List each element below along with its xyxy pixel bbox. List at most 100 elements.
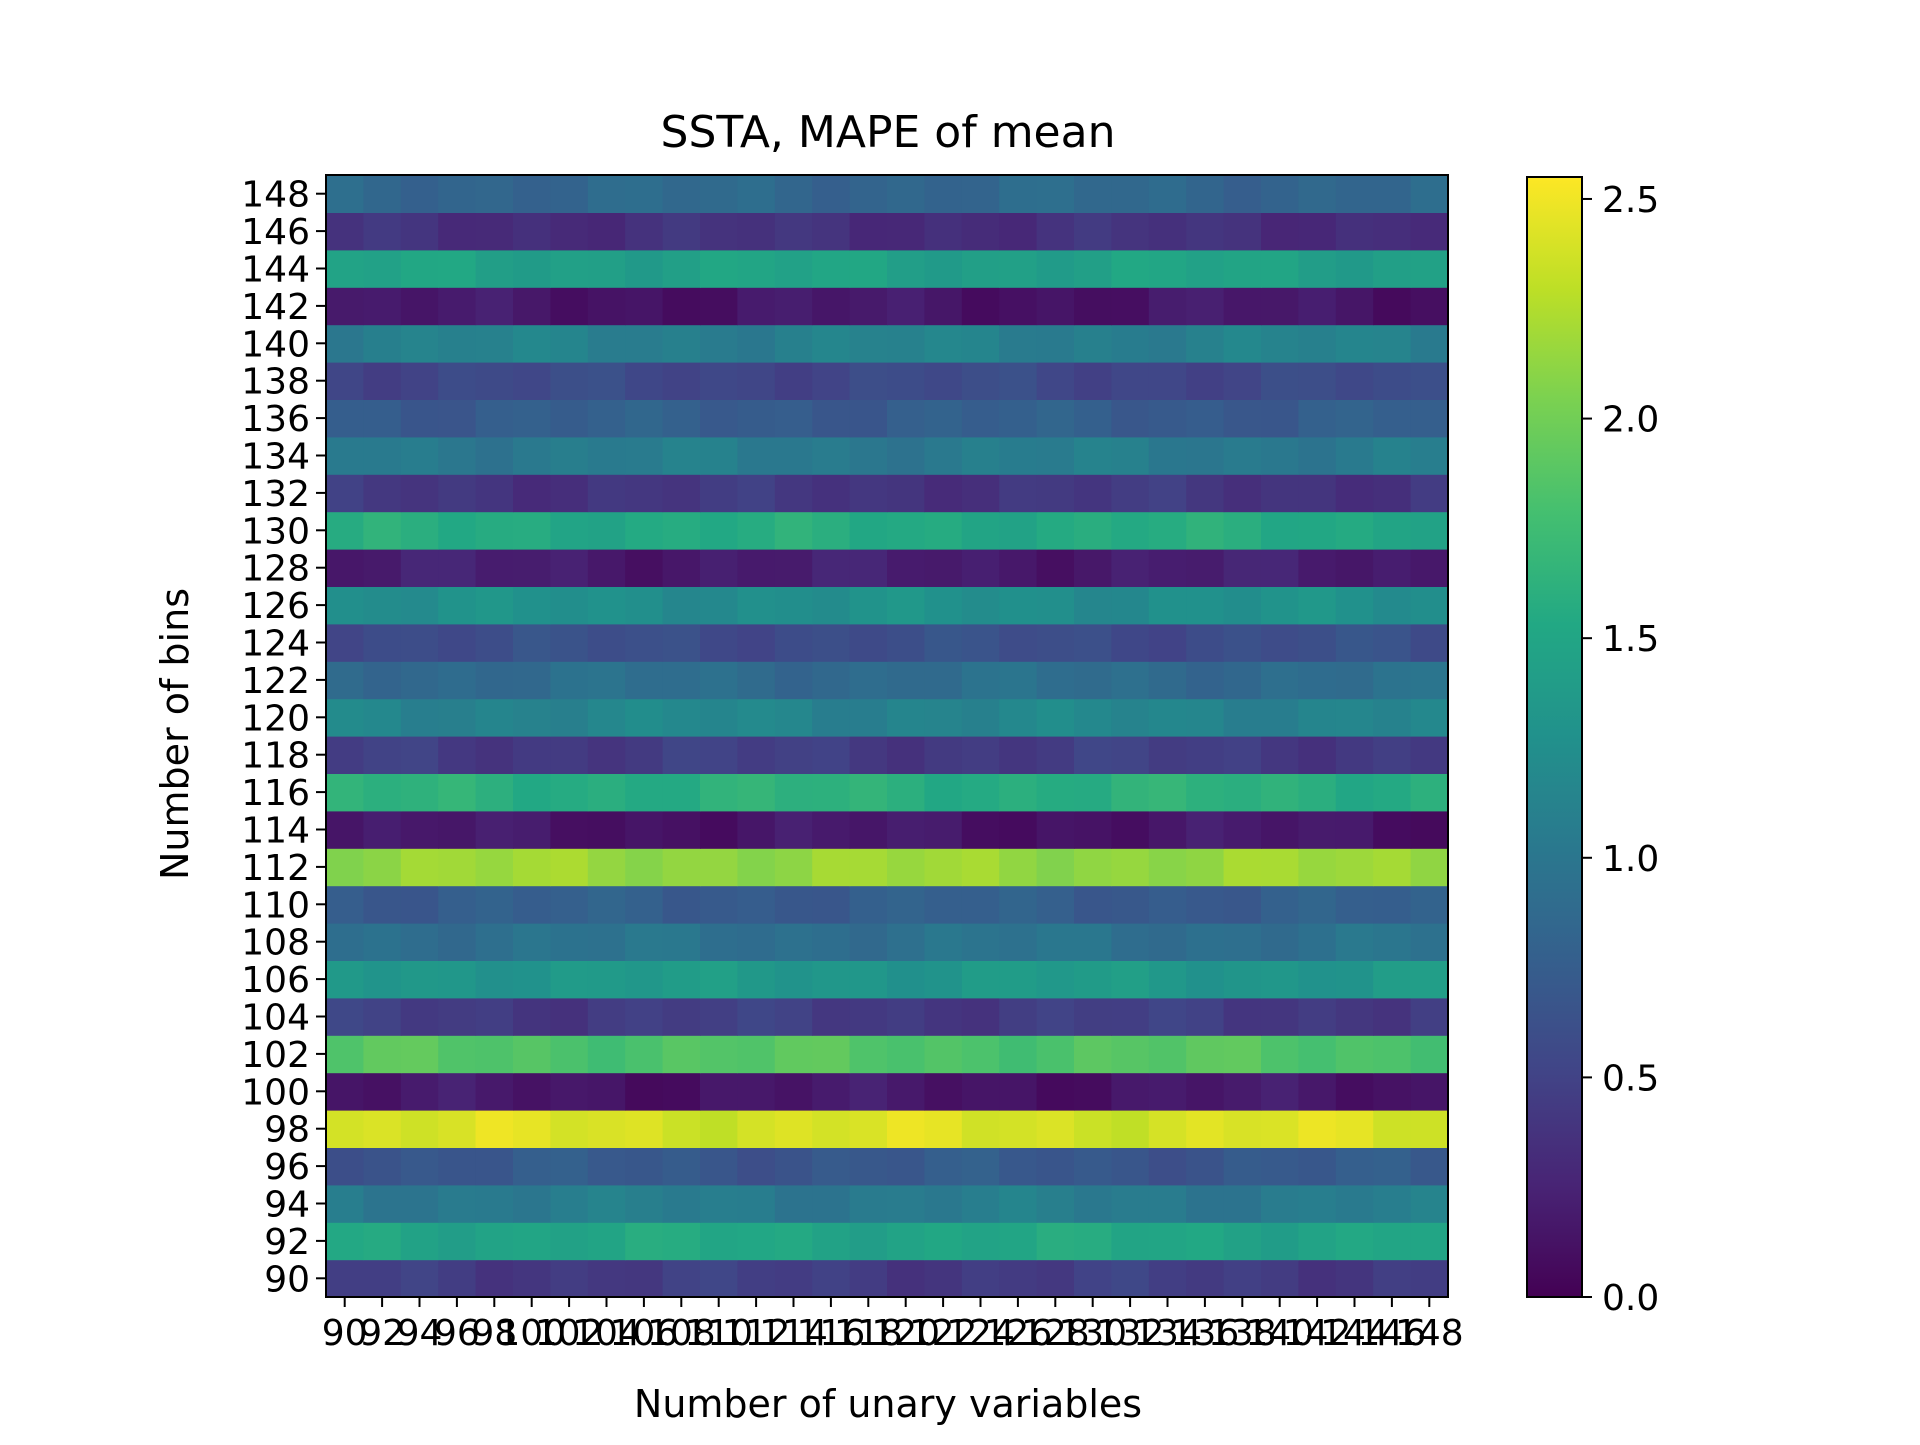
heatmap-cell: [774, 1072, 813, 1111]
heatmap-cell: [363, 848, 402, 887]
heatmap-cell: [812, 698, 851, 737]
heatmap-cell: [1373, 436, 1412, 475]
heatmap-cell: [513, 324, 551, 363]
heatmap-cell: [1410, 1072, 1449, 1111]
heatmap-cell: [737, 623, 776, 662]
heatmap-cell: [438, 586, 477, 625]
heatmap-cell: [400, 474, 439, 513]
heatmap-cell: [1148, 1072, 1187, 1111]
heatmap-cell: [887, 511, 925, 550]
heatmap-cell: [1111, 1259, 1150, 1298]
heatmap-cell: [1036, 810, 1075, 849]
heatmap-cell: [475, 773, 514, 812]
heatmap-cell: [513, 848, 551, 887]
heatmap-cell: [363, 923, 402, 961]
heatmap-cell: [887, 324, 925, 363]
heatmap-cell: [1410, 586, 1449, 625]
heatmap-cell: [924, 1184, 963, 1223]
heatmap-cell: [513, 773, 551, 812]
heatmap-cell: [475, 249, 514, 288]
heatmap-cell: [550, 175, 589, 213]
y-tick-label: 136: [241, 399, 310, 440]
heatmap-cell: [700, 212, 738, 251]
heatmap-cell: [1335, 399, 1374, 438]
heatmap-cell: [1373, 287, 1412, 326]
heatmap-cell: [737, 810, 776, 849]
x-tick-label: 146: [1358, 1313, 1427, 1354]
heatmap-cell: [887, 549, 925, 587]
x-axis-label: Number of unary variables: [634, 1382, 1142, 1426]
heatmap-cell: [887, 362, 925, 400]
heatmap-cell: [363, 810, 402, 849]
heatmap-cell: [475, 661, 514, 700]
y-tick-label: 106: [241, 960, 310, 1001]
heatmap-cell: [587, 923, 626, 961]
heatmap-cell: [1148, 923, 1187, 961]
heatmap-cell: [737, 175, 776, 213]
heatmap-cell: [475, 324, 514, 363]
heatmap-cell: [587, 997, 626, 1036]
heatmap-cell: [1036, 249, 1075, 288]
heatmap-cell: [326, 1147, 364, 1186]
heatmap-cell: [812, 362, 851, 400]
heatmap-cell: [999, 623, 1038, 662]
heatmap-cell: [1036, 436, 1075, 475]
heatmap-cell: [1223, 175, 1262, 213]
heatmap-cell: [1074, 362, 1112, 400]
heatmap-cell: [400, 362, 439, 400]
heatmap-cell: [475, 362, 514, 400]
heatmap-cell: [1111, 399, 1150, 438]
heatmap-cell: [924, 923, 963, 961]
heatmap-cell: [1111, 1184, 1150, 1223]
heatmap-cell: [812, 1147, 851, 1186]
heatmap-cell: [1410, 736, 1449, 774]
heatmap-cell: [1111, 436, 1150, 475]
heatmap-cell: [326, 362, 364, 400]
heatmap-cell: [1074, 586, 1112, 625]
heatmap-cell: [1186, 1222, 1225, 1261]
heatmap-cell: [1373, 1259, 1412, 1298]
heatmap-cell: [625, 1184, 664, 1223]
heatmap-cell: [1186, 1110, 1225, 1148]
heatmap-cell: [326, 511, 364, 550]
heatmap-cell: [1036, 474, 1075, 513]
heatmap-cell: [662, 960, 701, 999]
heatmap-cell: [887, 960, 925, 999]
heatmap-cell: [737, 1072, 776, 1111]
heatmap-cell: [737, 362, 776, 400]
heatmap-cell: [1261, 848, 1299, 887]
heatmap-cell: [1148, 960, 1187, 999]
heatmap-cell: [438, 287, 477, 326]
heatmap-cell: [1148, 362, 1187, 400]
heatmap-cell: [1335, 923, 1374, 961]
heatmap-cell: [1074, 736, 1112, 774]
heatmap-cell: [438, 997, 477, 1036]
heatmap-cell: [1111, 736, 1150, 774]
heatmap-cell: [1186, 661, 1225, 700]
heatmap-cell: [438, 511, 477, 550]
heatmap-cell: [1261, 960, 1299, 999]
heatmap-cell: [1036, 997, 1075, 1036]
heatmap-cell: [363, 773, 402, 812]
y-tick-label: 148: [241, 175, 310, 216]
heatmap-cell: [326, 212, 364, 251]
heatmap-cell: [587, 1222, 626, 1261]
heatmap-cell: [1223, 436, 1262, 475]
heatmap-cell: [700, 997, 738, 1036]
heatmap-cell: [849, 1147, 888, 1186]
y-tick-label: 146: [241, 212, 310, 253]
heatmap-cell: [326, 1072, 364, 1111]
heatmap-cell: [1261, 175, 1299, 213]
y-tick-label: 132: [241, 474, 310, 515]
heatmap-cell: [326, 623, 364, 662]
heatmap-cell: [1111, 175, 1150, 213]
heatmap-cell: [849, 1110, 888, 1148]
heatmap-cell: [961, 175, 1000, 213]
heatmap-cell: [363, 586, 402, 625]
heatmap-cell: [999, 549, 1038, 587]
heatmap-cell: [812, 436, 851, 475]
heatmap-cell: [1410, 249, 1449, 288]
heatmap-cell: [999, 960, 1038, 999]
heatmap-cell: [887, 736, 925, 774]
heatmap-cell: [1373, 549, 1412, 587]
